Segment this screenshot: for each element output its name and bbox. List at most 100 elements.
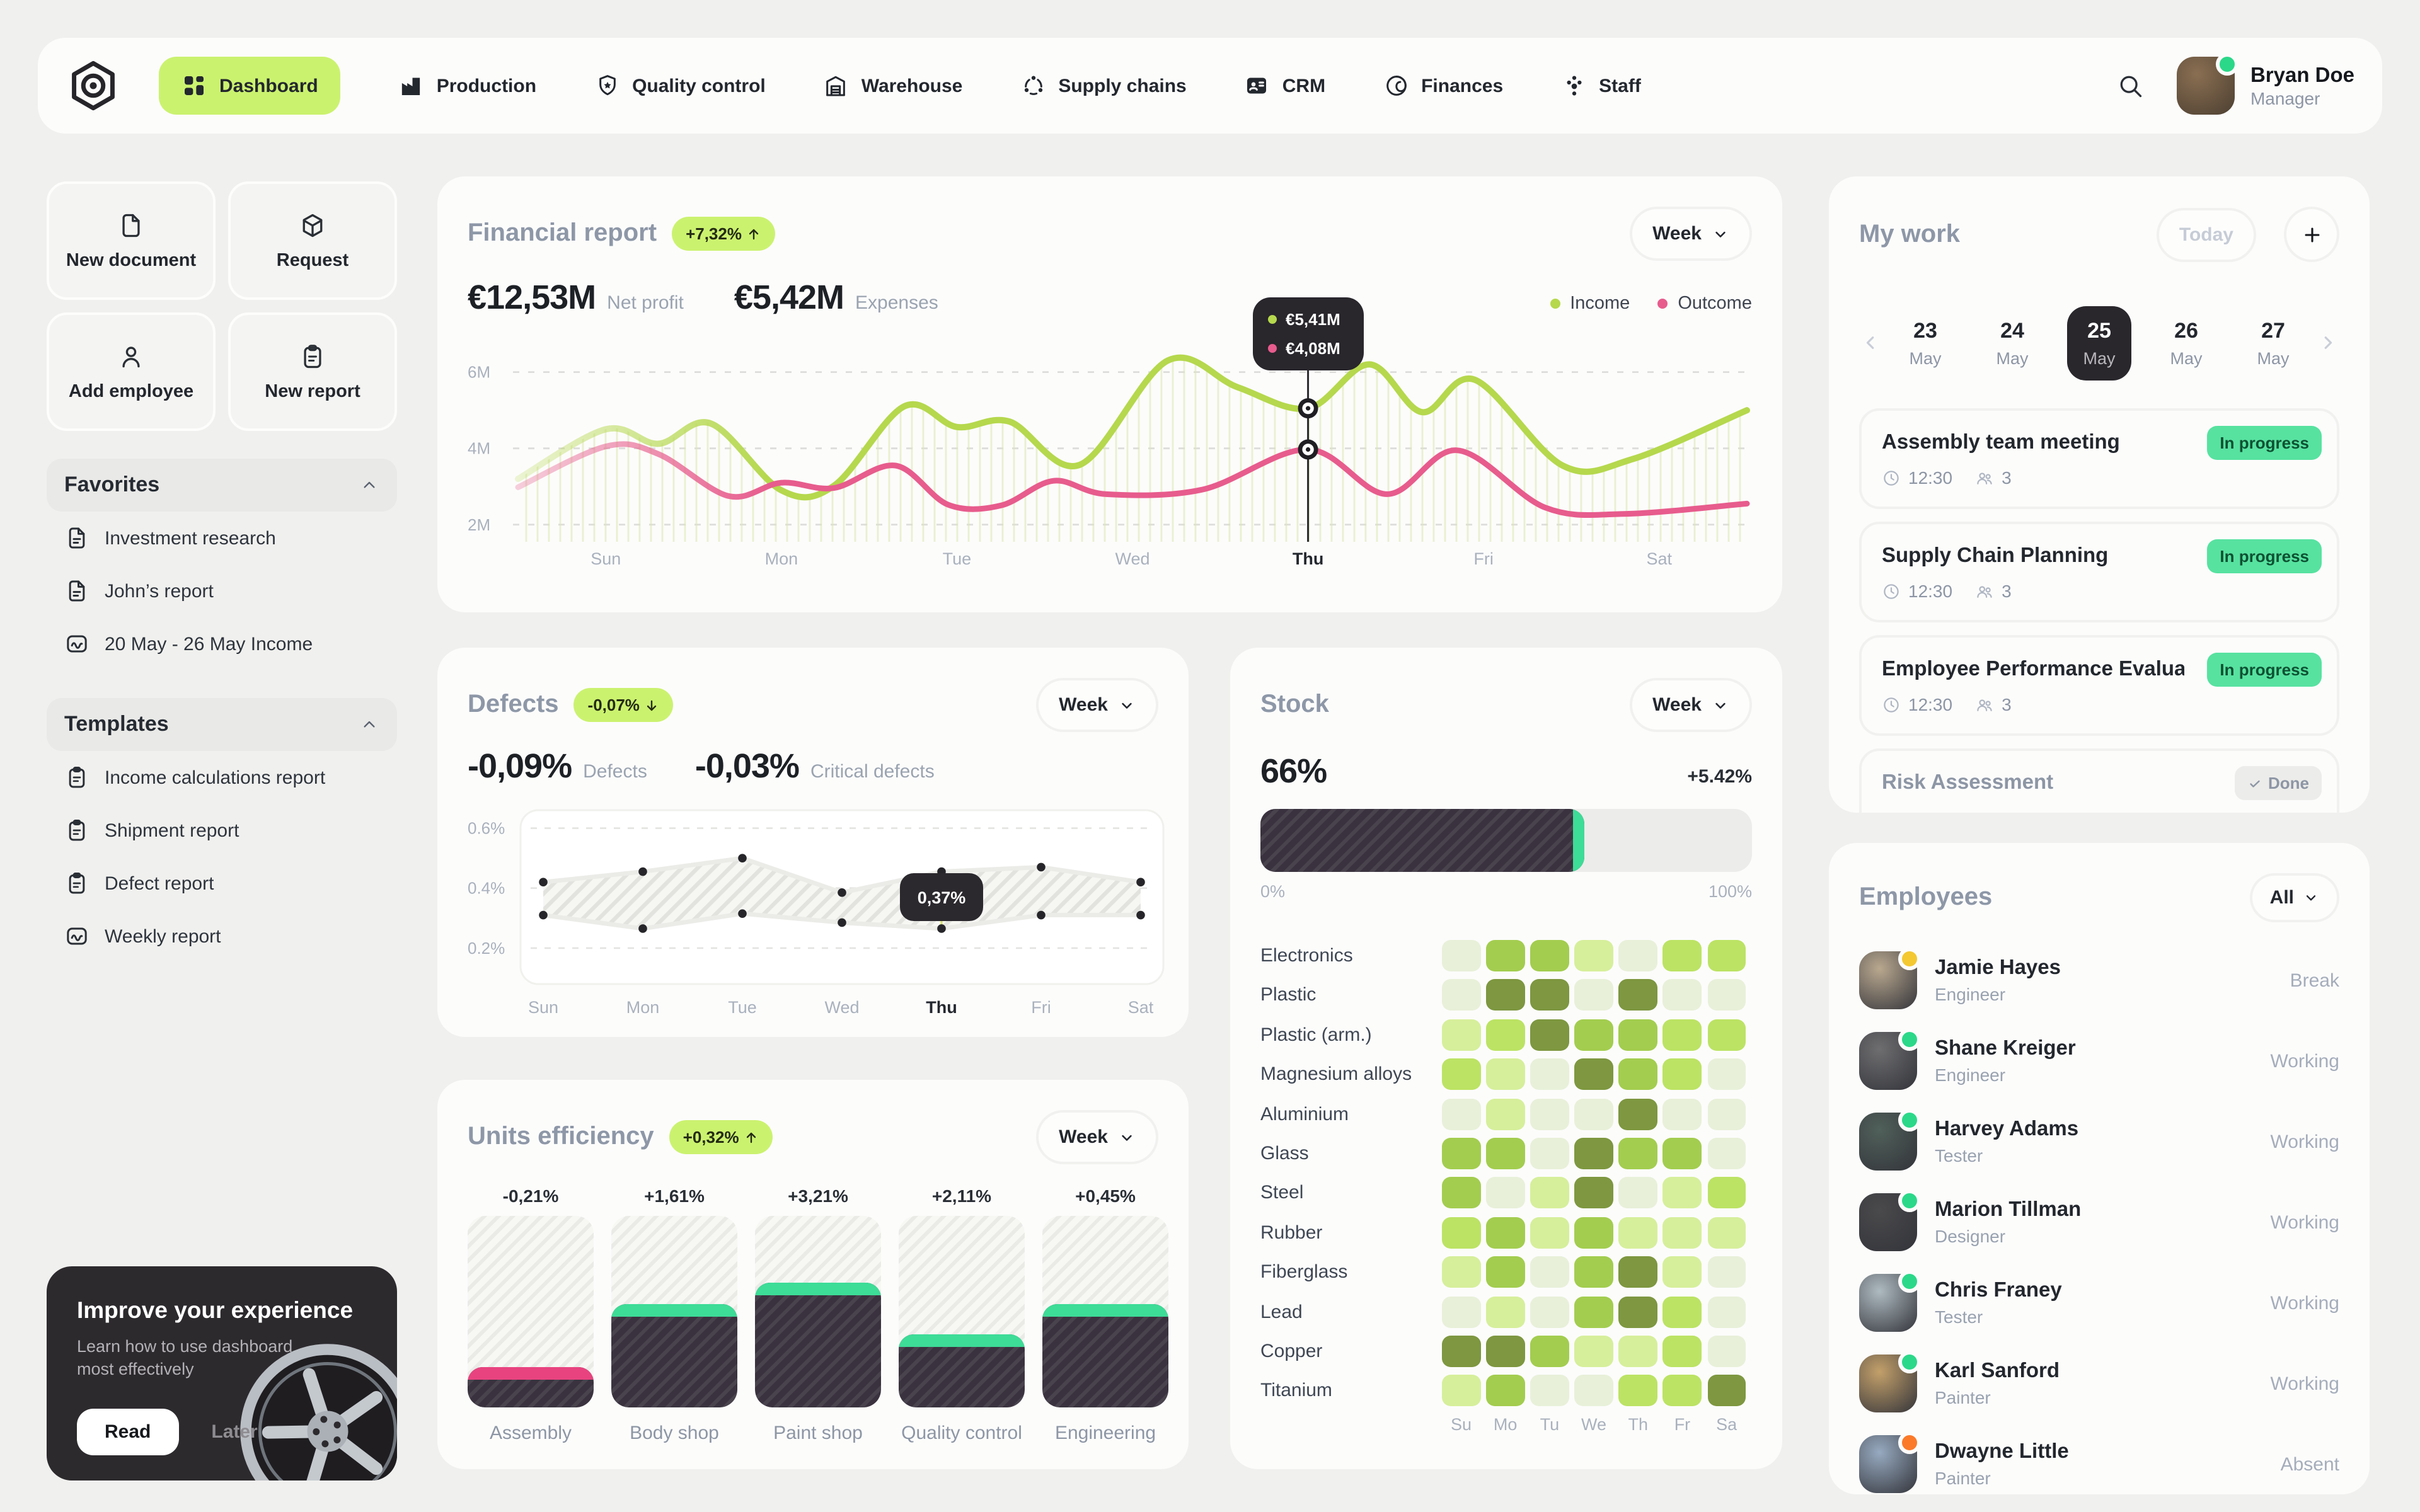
financial-period-dropdown[interactable]: Week: [1630, 207, 1752, 261]
template-item-weekly-report[interactable]: Weekly report: [47, 910, 397, 963]
svg-text:Thu: Thu: [926, 998, 957, 1017]
nav-item-production[interactable]: Production: [399, 73, 536, 98]
favorite-item-20-may-26-may-income[interactable]: 20 May - 26 May Income: [47, 617, 397, 670]
nav-item-label: Production: [436, 75, 537, 96]
task-list: Assembly team meeting In progress 12:30 3 Su…: [1859, 408, 2339, 813]
nav-item-staff[interactable]: Staff: [1561, 73, 1641, 98]
sidebar: New document Request Add employee New repor…: [47, 181, 397, 963]
task-risk-assessment[interactable]: Risk Assessment Done: [1859, 748, 2339, 813]
heatmap-row-label: Glass: [1260, 1142, 1309, 1164]
employee-row-shane-kreiger[interactable]: Shane Kreiger Engineer Working: [1859, 1021, 2339, 1101]
plus-icon: [2304, 227, 2319, 242]
favorite-item-john-s-report[interactable]: John’s report: [47, 564, 397, 617]
task-assembly-team-meeting[interactable]: Assembly team meeting In progress 12:30 3: [1859, 408, 2339, 509]
promo-later-button[interactable]: Later: [211, 1421, 258, 1443]
new-document-button[interactable]: New document: [47, 181, 216, 300]
calendar-day-25-may[interactable]: 25 May: [2066, 306, 2132, 380]
bar-track: [468, 1216, 594, 1407]
stock-period-dropdown[interactable]: Week: [1630, 678, 1752, 732]
employee-row-chris-franey[interactable]: Chris Franey Tester Working: [1859, 1263, 2339, 1343]
calendar-day-23-may[interactable]: 23 May: [1893, 306, 1957, 380]
bar-fill: [899, 1334, 1025, 1407]
employees-filter-dropdown[interactable]: All: [2249, 873, 2339, 922]
nav-item-label: Warehouse: [861, 75, 963, 96]
search-button[interactable]: [2117, 72, 2145, 100]
item-label: John’s report: [105, 580, 214, 602]
calendar-day-27-may[interactable]: 27 May: [2240, 306, 2305, 380]
task-employee-performance-evalua[interactable]: Employee Performance Evalua… In progress 1…: [1859, 635, 2339, 736]
nav-item-crm[interactable]: CRM: [1245, 73, 1325, 98]
today-button[interactable]: Today: [2156, 207, 2256, 261]
template-item-defect-report[interactable]: Defect report: [47, 857, 397, 910]
wheel-image: [240, 1344, 397, 1480]
promo-body: Learn how to use dashboard most effectiv…: [77, 1337, 293, 1379]
heatmap-cell: [1707, 1296, 1746, 1328]
heatmap-row-label: Steel: [1260, 1182, 1304, 1204]
heatmap-row-copper: Copper: [1260, 1335, 1752, 1367]
chevron-down-icon: [1122, 702, 1132, 708]
bar-cap: [1042, 1304, 1168, 1317]
units-title: Units efficiency: [468, 1123, 654, 1150]
employee-row-harvey-adams[interactable]: Harvey Adams Tester Working: [1859, 1101, 2339, 1182]
user-menu[interactable]: Bryan Doe Manager: [2177, 53, 2354, 115]
task-title: Supply Chain Planning: [1882, 544, 2109, 567]
heatmap-row-aluminium: Aluminium: [1260, 1098, 1752, 1130]
calendar-next-button[interactable]: [2317, 331, 2339, 354]
expenses-label: Expenses: [855, 292, 938, 314]
svg-text:Tue: Tue: [728, 998, 757, 1017]
employee-row-dwayne-little[interactable]: Dwayne Little Painter Absent: [1859, 1424, 2339, 1494]
date-carousel: 23 May 24 May 25 May 26 May 27 May: [1859, 290, 2339, 396]
calendar-day-26-may[interactable]: 26 May: [2153, 306, 2218, 380]
task-meta: 12:30 3: [1882, 467, 2317, 488]
day-number: 24: [2000, 318, 2024, 342]
nav-item-quality-control[interactable]: Quality control: [594, 73, 766, 98]
employee-role: Engineer: [1935, 984, 2006, 1004]
task-meta: 12:30 3: [1882, 694, 2317, 714]
heatmap-cell: [1707, 979, 1746, 1011]
doc-icon: [69, 527, 85, 549]
task-supply-chain-planning[interactable]: Supply Chain Planning In progress 12:30 3: [1859, 522, 2339, 622]
employee-row-marion-tillman[interactable]: Marion Tillman Designer Working: [1859, 1182, 2339, 1263]
chevron-right-icon: [2324, 336, 2332, 349]
clock-icon: [1884, 583, 1899, 598]
app-logo[interactable]: [66, 58, 121, 113]
calendar-prev-button[interactable]: [1859, 331, 1882, 354]
add-task-button[interactable]: [2284, 207, 2339, 262]
employee-name: Jamie Hayes: [1935, 956, 2061, 979]
employees-title: Employees: [1859, 883, 1993, 911]
new-report-button[interactable]: New report: [228, 312, 397, 431]
nav-item-dashboard[interactable]: Dashboard: [159, 57, 341, 115]
nav-item-finances[interactable]: Finances: [1383, 73, 1503, 98]
avatar: [1859, 1351, 1921, 1412]
heatmap-cell: [1707, 1177, 1746, 1209]
heatmap-cell: [1707, 940, 1746, 971]
dashboard-icon: [185, 76, 204, 95]
heatmap-cell: [1486, 1058, 1525, 1091]
favorite-item-investment-research[interactable]: Investment research: [47, 512, 397, 564]
template-item-income-calculations-report[interactable]: Income calculations report: [47, 751, 397, 804]
defects-range-chart: 0.6% 0.4% 0.2% 0,37% Sun Mon Tue Wed Thu Fri Sat: [468, 806, 1166, 1018]
day-month: May: [1909, 348, 1942, 367]
promo-read-button[interactable]: Read: [77, 1409, 179, 1455]
nav-item-supply-chains[interactable]: Supply chains: [1020, 73, 1187, 98]
bar-label: Engineering: [1054, 1423, 1156, 1444]
favorites-section-header[interactable]: Favorites: [47, 459, 397, 512]
calendar-day-24-may[interactable]: 24 May: [1979, 306, 2044, 380]
heatmap-cell: [1662, 1335, 1702, 1367]
templates-section-header[interactable]: Templates: [47, 698, 397, 751]
request-button[interactable]: Request: [228, 181, 397, 300]
heatmap-cell: [1662, 1098, 1702, 1130]
employee-row-karl-sanford[interactable]: Karl Sanford Painter Working: [1859, 1343, 2339, 1424]
heatmap-cell: [1707, 1019, 1746, 1051]
add-employee-button[interactable]: Add employee: [47, 312, 216, 431]
bar-delta: +0,45%: [1075, 1186, 1136, 1206]
template-item-shipment-report[interactable]: Shipment report: [47, 804, 397, 857]
financial-line-chart: 6M 4M 2M Sun Mon Tue Wed Thu Fri Sat: [468, 318, 1752, 570]
nav-item-warehouse[interactable]: Warehouse: [824, 73, 963, 98]
avatar: [1859, 1109, 1921, 1171]
defects-period-dropdown[interactable]: Week: [1036, 678, 1158, 732]
employee-status-dot: [1898, 1109, 1921, 1131]
units-period-dropdown[interactable]: Week: [1036, 1110, 1158, 1164]
employee-row-jamie-hayes[interactable]: Jamie Hayes Engineer Break: [1859, 940, 2339, 1021]
heatmap-cell: [1574, 1098, 1613, 1130]
